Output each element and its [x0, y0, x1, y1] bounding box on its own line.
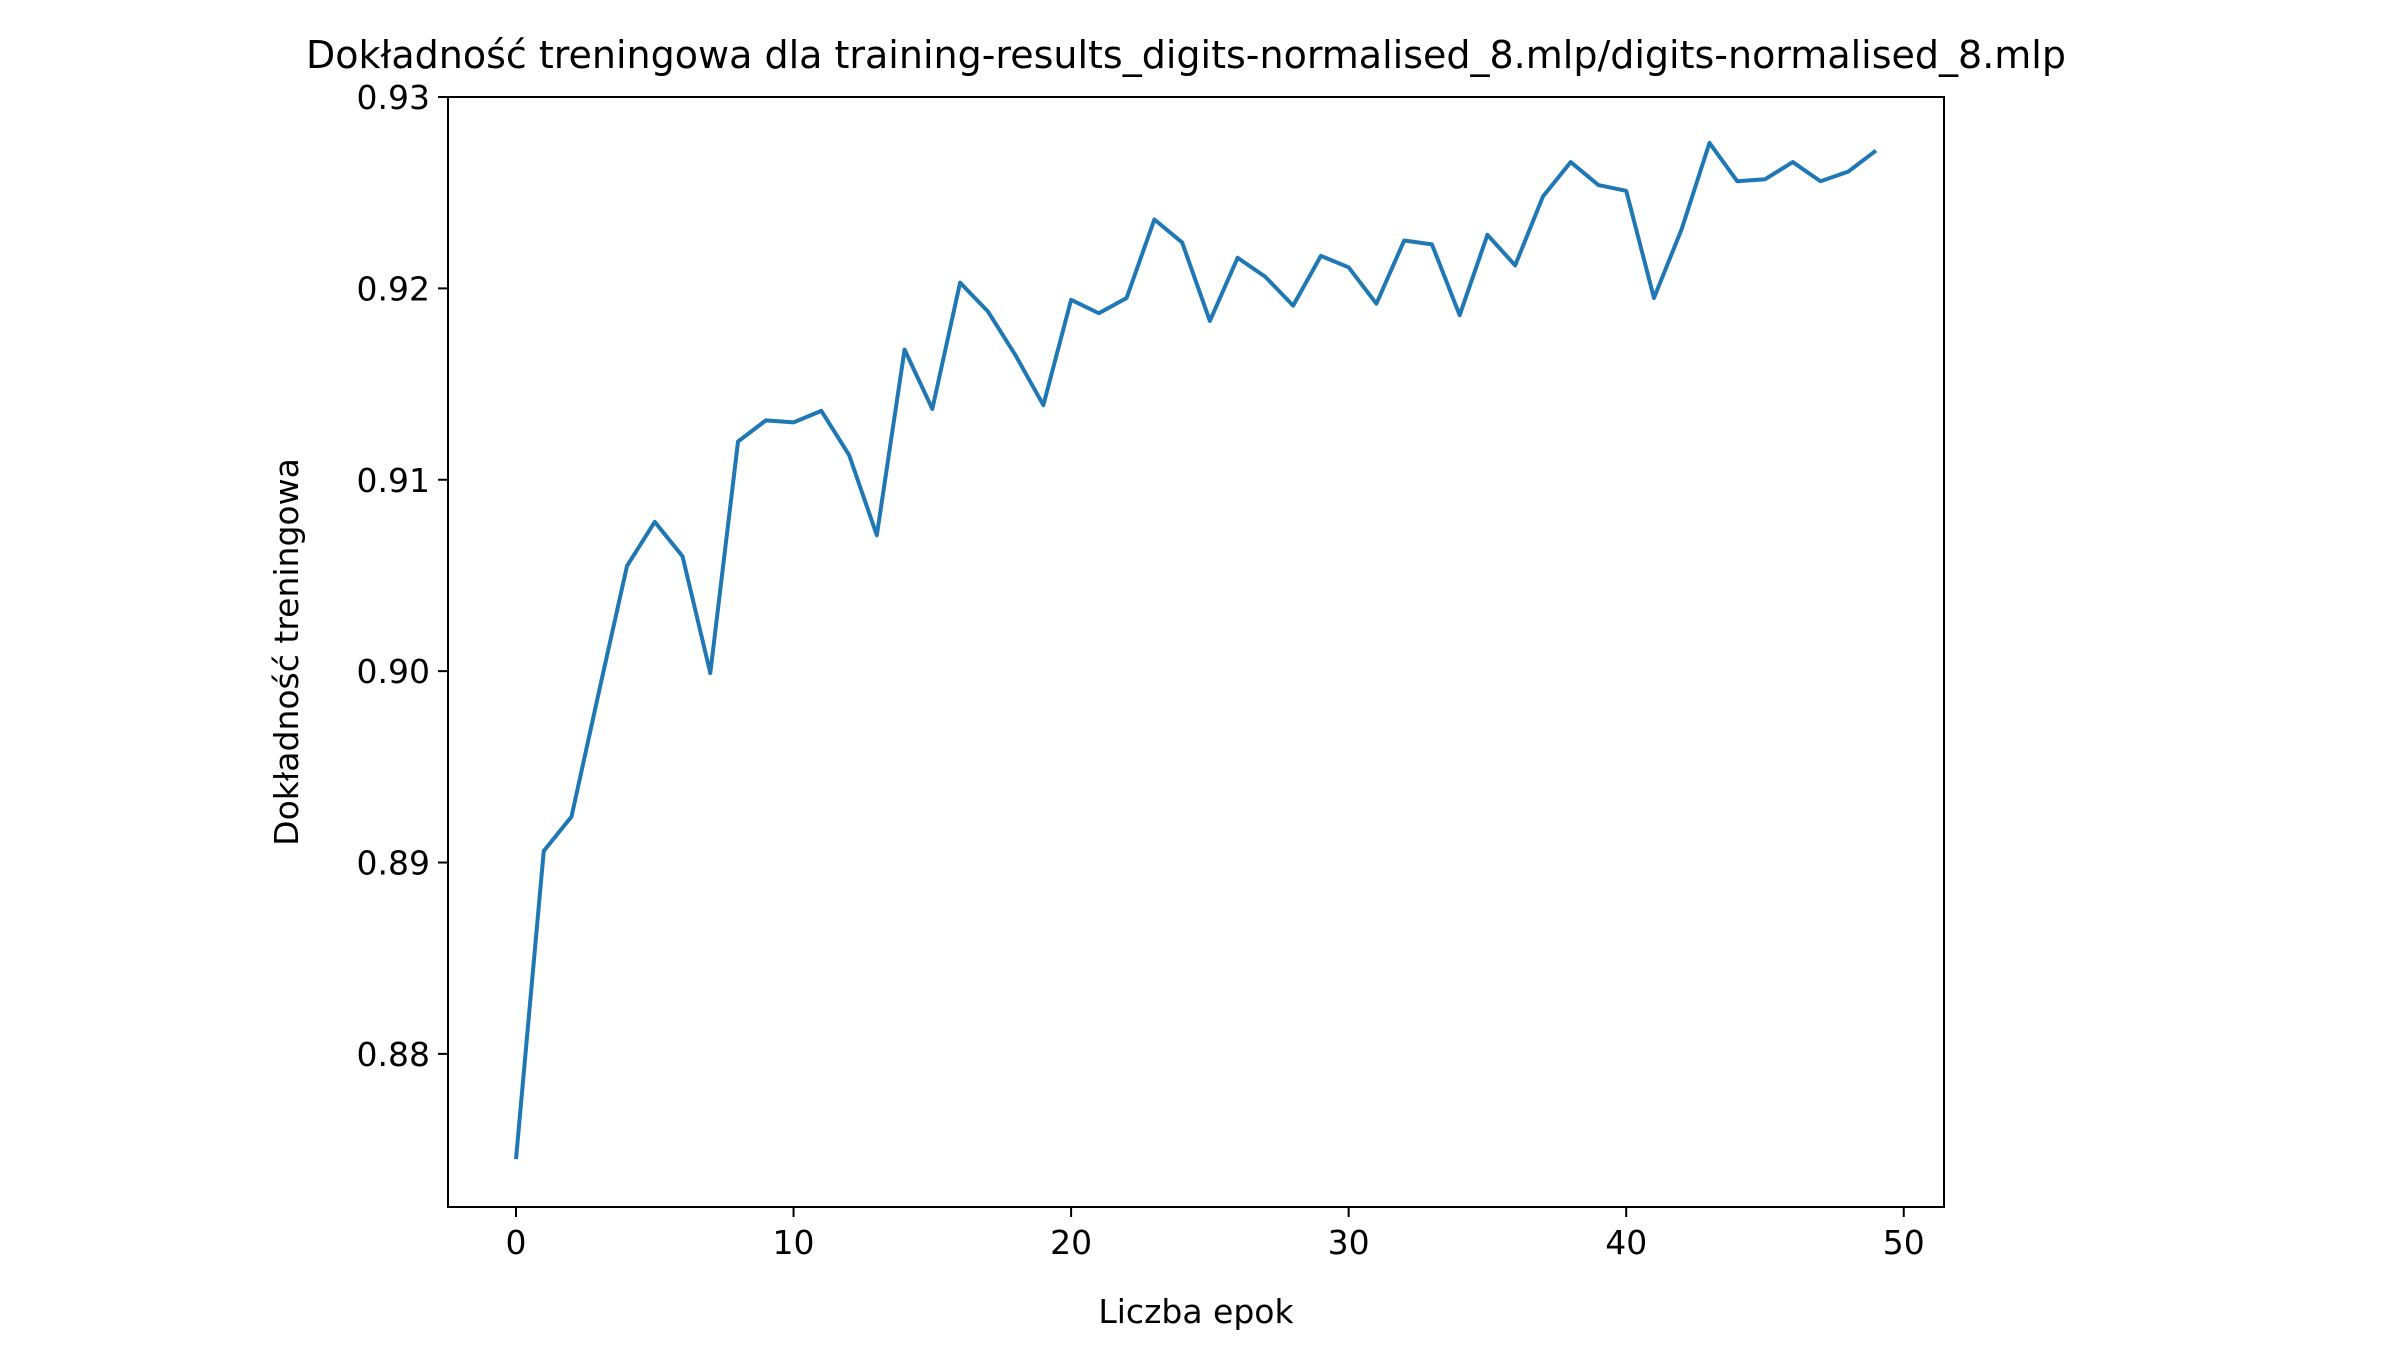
- y-axis-label: Dokładność treningowa: [267, 458, 306, 846]
- x-tick-label: 30: [1328, 1223, 1370, 1262]
- plot-area: [447, 96, 1945, 1208]
- series-line: [514, 140, 1878, 1160]
- x-tick-label: 20: [1050, 1223, 1092, 1262]
- x-axis-label: Liczba epok: [1098, 1292, 1294, 1331]
- series-layer: [514, 140, 1878, 1160]
- y-axis: 0.88 0.89 0.90 0.91 0.92 0.93: [357, 78, 448, 1074]
- x-tick-label: 0: [506, 1223, 527, 1262]
- axes-frame: [447, 96, 1945, 1208]
- y-tick-label: 0.92: [357, 269, 430, 308]
- x-tick-label: 50: [1883, 1223, 1925, 1262]
- y-tick-label: 0.88: [357, 1035, 430, 1074]
- y-tick-label: 0.93: [357, 78, 430, 117]
- y-tick-label: 0.91: [357, 461, 430, 500]
- x-tick-label: 10: [773, 1223, 815, 1262]
- chart-title: Dokładność treningowa dla training-resul…: [306, 33, 2066, 77]
- x-tick-label: 40: [1605, 1223, 1647, 1262]
- y-tick-label: 0.89: [357, 844, 430, 883]
- y-tick-label: 0.90: [357, 652, 430, 691]
- x-axis: 0 10 20 30 40 50: [506, 1207, 1925, 1262]
